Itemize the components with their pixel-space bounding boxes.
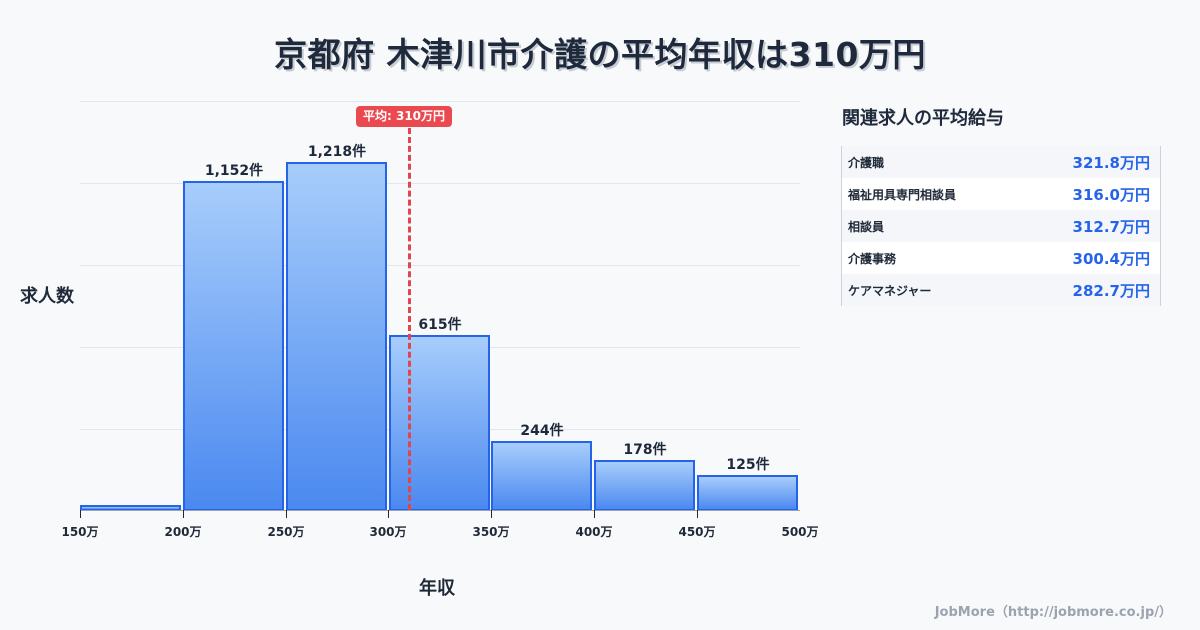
- related-jobs-title: 関連求人の平均給与: [842, 108, 1004, 129]
- x-tick-label: 250万: [267, 525, 305, 539]
- job-name: 相談員: [848, 219, 885, 234]
- related-job-row[interactable]: 福祉用具専門相談員 316.0万円: [842, 178, 1160, 210]
- job-salary: 282.7万円: [1072, 281, 1150, 300]
- x-tick: [183, 510, 184, 518]
- x-tick-label: 450万: [678, 525, 716, 539]
- job-salary: 316.0万円: [1072, 185, 1150, 204]
- average-line: [408, 128, 411, 510]
- job-salary: 321.8万円: [1072, 153, 1150, 172]
- bar-250-300[interactable]: [286, 162, 387, 511]
- related-job-row[interactable]: 介護事務 300.4万円: [842, 242, 1160, 274]
- job-name: 介護事務: [848, 251, 897, 266]
- bar-200-250[interactable]: [183, 181, 284, 511]
- bar-value-label: 1,152件: [204, 163, 264, 179]
- bar-400-450[interactable]: [594, 460, 695, 511]
- x-tick-label: 400万: [575, 525, 613, 539]
- x-tick: [594, 510, 595, 518]
- job-salary: 312.7万円: [1072, 217, 1150, 236]
- bar-value-label: 244件: [520, 423, 564, 439]
- page-title: 京都府 木津川市介護の平均年収は310万円: [274, 35, 926, 74]
- x-tick-label: 300万: [369, 525, 407, 539]
- x-axis-label: 年収: [419, 578, 455, 599]
- bar-450-500[interactable]: [697, 475, 798, 511]
- gridline: [80, 265, 800, 266]
- related-job-row[interactable]: 相談員 312.7万円: [842, 210, 1160, 242]
- related-job-row[interactable]: ケアマネジャー 282.7万円: [842, 274, 1160, 306]
- x-tick-label: 350万: [472, 525, 510, 539]
- x-tick-label: 200万: [164, 525, 202, 539]
- x-tick-label: 150万: [61, 525, 99, 539]
- x-tick-label: 500万: [781, 525, 819, 539]
- bar-value-label: 615件: [418, 317, 462, 333]
- histogram-plot: 1,152件 1,218件 615件 244件 178件 125件: [80, 101, 800, 511]
- x-tick: [388, 510, 389, 518]
- y-axis-label: 求人数: [20, 286, 74, 307]
- x-tick: [491, 510, 492, 518]
- job-name: 介護職: [848, 155, 885, 170]
- job-name: ケアマネジャー: [848, 283, 932, 298]
- related-job-row[interactable]: 介護職 321.8万円: [842, 146, 1160, 178]
- gridline: [80, 101, 800, 102]
- related-jobs-table: 介護職 321.8万円 福祉用具専門相談員 316.0万円 相談員 312.7万…: [841, 146, 1161, 306]
- gridline: [80, 183, 800, 184]
- x-tick: [286, 510, 287, 518]
- bar-value-label: 178件: [623, 442, 667, 458]
- bar-value-label: 1,218件: [307, 144, 367, 160]
- x-axis: [80, 510, 800, 511]
- bar-300-350[interactable]: [389, 335, 490, 511]
- average-badge: 平均: 310万円: [356, 106, 453, 127]
- x-tick: [80, 510, 81, 518]
- job-salary: 300.4万円: [1072, 249, 1150, 268]
- job-name: 福祉用具専門相談員: [848, 187, 957, 202]
- x-tick: [697, 510, 698, 518]
- bar-value-label: 125件: [726, 457, 770, 473]
- source-credit: JobMore（http://jobmore.co.jp/）: [934, 605, 1172, 620]
